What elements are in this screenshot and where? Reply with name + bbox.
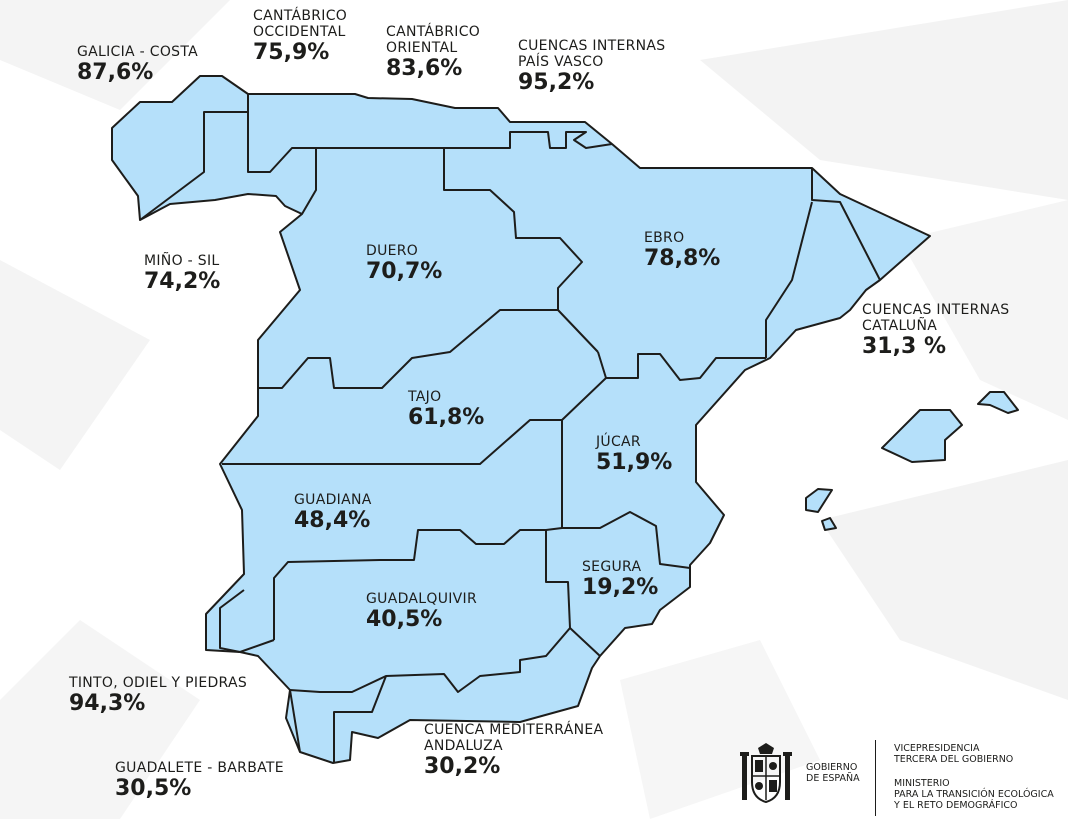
island-ibiza (805, 488, 833, 513)
basin-percent: 19,2% (582, 575, 659, 600)
vicepresidencia-line: TERCERA DEL GOBIERNO (894, 754, 1014, 765)
basin-name: DUERO (366, 243, 419, 259)
label-tinto-odiel-piedras: TINTO, ODIEL Y PIEDRAS 94,3% (69, 675, 247, 717)
ministerio-line: MINISTERIO (894, 778, 950, 789)
peninsula-outline (111, 75, 931, 764)
label-tajo: TAJO 61,8% (408, 389, 484, 431)
label-cuencas-internas-pais-vasco: CUENCAS INTERNAS PAÍS VASCO 95,2% (518, 38, 666, 96)
basin-borders (139, 94, 881, 763)
basin-percent: 78,8% (644, 246, 721, 271)
basin-percent: 48,4% (294, 508, 371, 533)
basin-percent: 74,2% (144, 269, 221, 294)
label-jucar: JÚCAR 51,9% (596, 434, 672, 476)
label-guadiana: GUADIANA 48,4% (294, 492, 372, 534)
basin-name: CATALUÑA (862, 318, 938, 334)
footer-government-logos: GOBIERNO DE ESPAÑA VICEPRESIDENCIA TERCE… (732, 740, 1068, 819)
basin-percent: 95,2% (518, 70, 595, 95)
basin-name: ORIENTAL (386, 40, 458, 56)
label-guadalete-barbate: GUADALETE - BARBATE 30,5% (115, 760, 284, 802)
basin-name: SEGURA (582, 559, 642, 575)
basin-name: TINTO, ODIEL Y PIEDRAS (69, 675, 248, 691)
label-duero: DUERO 70,7% (366, 243, 442, 285)
basin-name: PAÍS VASCO (518, 54, 604, 70)
basin-name: GUADALQUIVIR (366, 591, 478, 607)
basin-name: CUENCAS INTERNAS (862, 302, 1010, 318)
basin-percent: 94,3% (69, 691, 146, 716)
basin-name: OCCIDENTAL (253, 24, 346, 40)
basin-percent: 83,6% (386, 56, 463, 81)
basin-name: CUENCAS INTERNAS (518, 38, 666, 54)
basin-name: EBRO (644, 230, 685, 246)
basin-name: GALICIA - COSTA (77, 44, 199, 60)
basin-percent: 30,5% (115, 776, 192, 801)
basin-percent: 40,5% (366, 607, 443, 632)
label-cantabrico-oriental: CANTÁBRICO ORIENTAL 83,6% (386, 24, 480, 82)
basin-percent: 31,3 % (862, 334, 946, 359)
basin-name: ANDALUZA (424, 738, 503, 754)
ministerio-line: Y EL RETO DEMOGRÁFICO (894, 800, 1018, 811)
coat-of-arms-icon (740, 743, 792, 804)
vicepresidencia-line: VICEPRESIDENCIA (894, 743, 980, 754)
basin-percent: 87,6% (77, 60, 154, 85)
island-menorca (977, 391, 1019, 414)
island-formentera (821, 517, 837, 531)
label-guadalquivir: GUADALQUIVIR 40,5% (366, 591, 477, 633)
basin-name: TAJO (408, 389, 442, 405)
basin-percent: 51,9% (596, 450, 673, 475)
basin-name: CANTÁBRICO (386, 24, 481, 40)
label-segura: SEGURA 19,2% (582, 559, 658, 601)
label-cantabrico-occidental: CANTÁBRICO OCCIDENTAL 75,9% (253, 8, 347, 66)
footer-divider (875, 740, 876, 816)
basin-name: CANTÁBRICO (253, 8, 348, 24)
basin-name: CUENCA MEDITERRÁNEA (424, 722, 604, 738)
label-galicia-costa: GALICIA - COSTA 87,6% (77, 44, 198, 86)
basin-name: GUADIANA (294, 492, 372, 508)
label-ebro: EBRO 78,8% (644, 230, 720, 272)
basin-percent: 30,2% (424, 754, 501, 779)
label-mino-sil: MIÑO - SIL 74,2% (144, 253, 220, 295)
basin-name: GUADALETE - BARBATE (115, 760, 284, 776)
ministerio-text: MINISTERIO PARA LA TRANSICIÓN ECOLÓGICA … (894, 778, 1054, 811)
island-mallorca (881, 409, 963, 463)
basin-name: JÚCAR (596, 434, 641, 450)
vicepresidencia-text: VICEPRESIDENCIA TERCERA DEL GOBIERNO (894, 743, 1013, 765)
label-cuencas-internas-cataluna: CUENCAS INTERNAS CATALUÑA 31,3 % (862, 302, 1010, 360)
gobierno-line: GOBIERNO (806, 762, 858, 773)
basin-percent: 70,7% (366, 259, 443, 284)
gobierno-line: DE ESPAÑA (806, 773, 860, 784)
basin-percent: 61,8% (408, 405, 485, 430)
basin-name: MIÑO - SIL (144, 253, 220, 269)
ministerio-line: PARA LA TRANSICIÓN ECOLÓGICA (894, 789, 1054, 800)
gobierno-de-espana-text: GOBIERNO DE ESPAÑA (806, 762, 860, 784)
label-cuenca-mediterranea-andaluza: CUENCA MEDITERRÁNEA ANDALUZA 30,2% (424, 722, 603, 780)
basin-percent: 75,9% (253, 40, 330, 65)
